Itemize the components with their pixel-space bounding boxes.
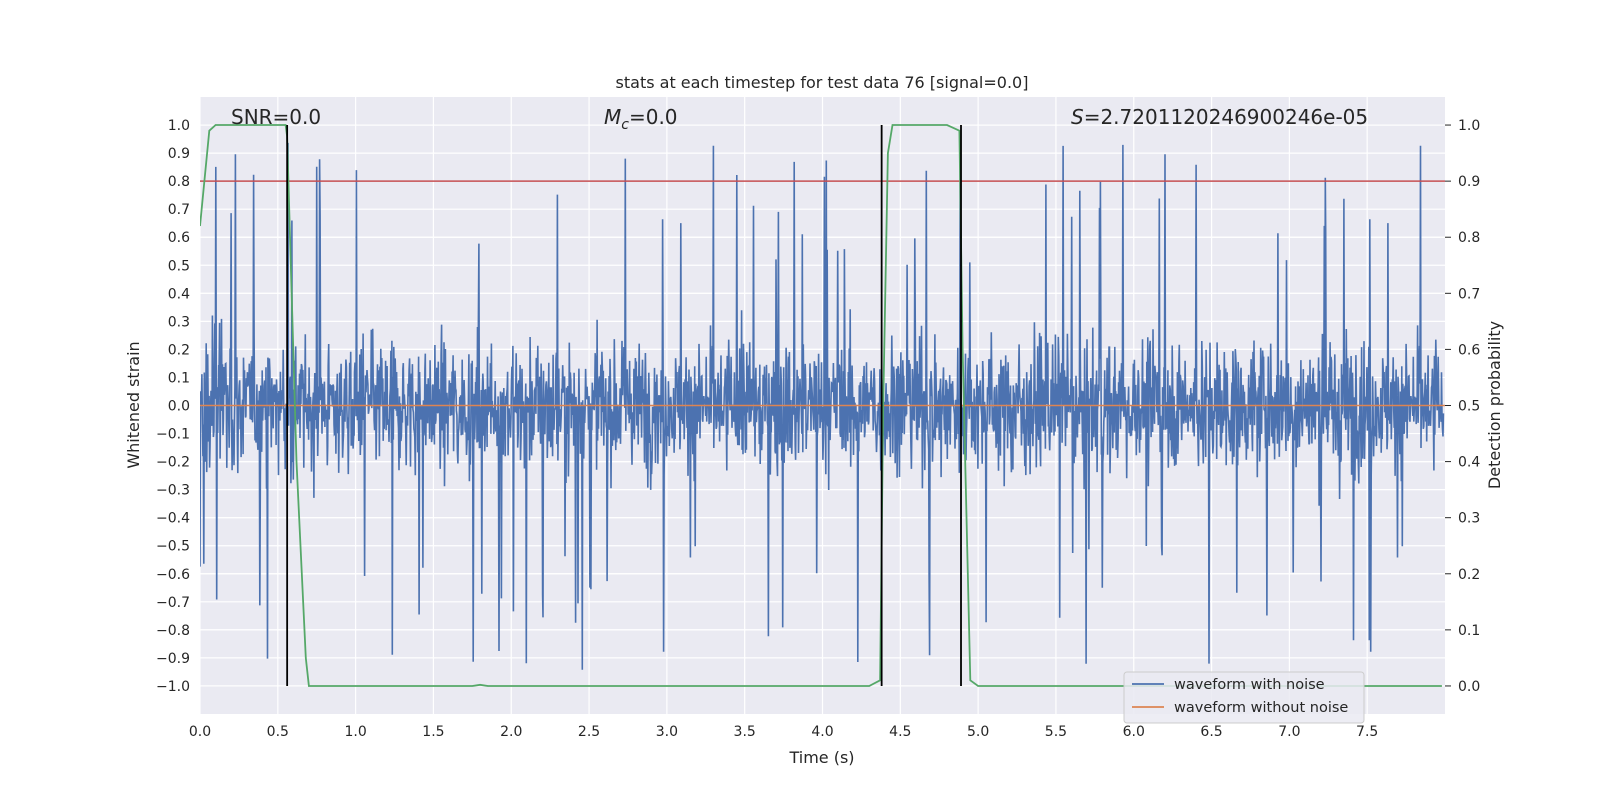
x-tick-label: 6.5: [1200, 724, 1222, 740]
series-waveform-with-noise: [200, 142, 1445, 670]
y-tick-label: 0.3: [168, 314, 190, 330]
y-tick-label: −0.7: [156, 595, 190, 611]
y2-tick-label: 0.4: [1458, 455, 1480, 471]
y-tick-label: −0.8: [156, 623, 190, 639]
x-tick-label: 0.0: [189, 724, 211, 740]
y-tick-label: −1.0: [156, 679, 190, 695]
legend: waveform with noise waveform without noi…: [1123, 671, 1365, 724]
x-tick-label: 0.5: [267, 724, 289, 740]
y-tick-label: 0.9: [168, 146, 190, 162]
x-tick-label: 1.5: [422, 724, 444, 740]
legend-box: [1123, 671, 1365, 724]
y2-tick-label: 0.1: [1458, 623, 1480, 639]
x-tick-label: 4.5: [889, 724, 911, 740]
legend-label-clean: waveform without noise: [1174, 700, 1348, 716]
x-tick-label: 5.5: [1045, 724, 1067, 740]
y2-axis-ticks: 0.0 0.1 0.2 0.3 0.4 0.5 0.6 0.7 0.8 0.9 1.0: [1445, 118, 1480, 695]
y-tick-label: 0.0: [168, 399, 190, 415]
y-tick-label: −0.3: [156, 483, 190, 499]
x-axis-label: Time (s): [788, 748, 854, 767]
y2-tick-label: 0.8: [1458, 230, 1480, 246]
x-tick-label: 3.5: [734, 724, 756, 740]
x-axis-ticks: 0.0 0.5 1.0 1.5 2.0 2.5 3.0 3.5 4.0 4.5 5.0 5.5 6.0 6…: [189, 724, 1378, 740]
y-axis-label: Whitened strain: [124, 341, 143, 468]
y-tick-label: −0.2: [156, 455, 190, 471]
y-axis-ticks: −1.0 −0.9 −0.8 −0.7 −0.6 −0.5 −0.4 −0.3 −0.2 −0.1…: [156, 118, 190, 695]
annotation-snr-statistic: S=2.7201120246900246e-05: [1071, 105, 1368, 129]
chart-title: stats at each timestep for test data 76 …: [616, 73, 1029, 92]
y-tick-label: −0.5: [156, 539, 190, 555]
x-tick-label: 2.0: [500, 724, 522, 740]
y2-tick-label: 0.0: [1458, 679, 1480, 695]
y2-tick-label: 0.7: [1458, 286, 1480, 302]
y-tick-label: 0.8: [168, 174, 190, 190]
legend-label-noise: waveform with noise: [1174, 677, 1325, 693]
annotation-snr: SNR=0.0: [231, 105, 321, 129]
x-tick-label: 7.0: [1278, 724, 1300, 740]
y2-axis-label: Detection probability: [1485, 321, 1504, 489]
y2-tick-label: 0.2: [1458, 567, 1480, 583]
y-tick-label: 0.4: [168, 286, 190, 302]
y-tick-label: −0.9: [156, 651, 190, 667]
y2-tick-label: 0.6: [1458, 342, 1480, 358]
x-tick-label: 4.0: [811, 724, 833, 740]
y-tick-label: −0.6: [156, 567, 190, 583]
y2-tick-label: 0.9: [1458, 174, 1480, 190]
x-tick-label: 3.0: [656, 724, 678, 740]
y2-tick-label: 0.5: [1458, 399, 1480, 415]
x-tick-label: 5.0: [967, 724, 989, 740]
x-tick-label: 7.5: [1356, 724, 1378, 740]
y-tick-label: 1.0: [168, 118, 190, 134]
detection-markers: [286, 125, 962, 686]
x-tick-label: 1.0: [344, 724, 366, 740]
annotation-chirp-mass: Mc=0.0: [604, 105, 678, 133]
y-tick-label: 0.5: [168, 258, 190, 274]
y-tick-label: −0.1: [156, 427, 190, 443]
y-tick-label: 0.1: [168, 370, 190, 386]
y-tick-label: −0.4: [156, 511, 190, 527]
x-tick-label: 6.0: [1123, 724, 1145, 740]
y-tick-label: 0.6: [168, 230, 190, 246]
y2-tick-label: 0.3: [1458, 511, 1480, 527]
x-tick-label: 2.5: [578, 724, 600, 740]
y2-tick-label: 1.0: [1458, 118, 1480, 134]
y-tick-label: 0.7: [168, 202, 190, 218]
y-tick-label: 0.2: [168, 342, 190, 358]
